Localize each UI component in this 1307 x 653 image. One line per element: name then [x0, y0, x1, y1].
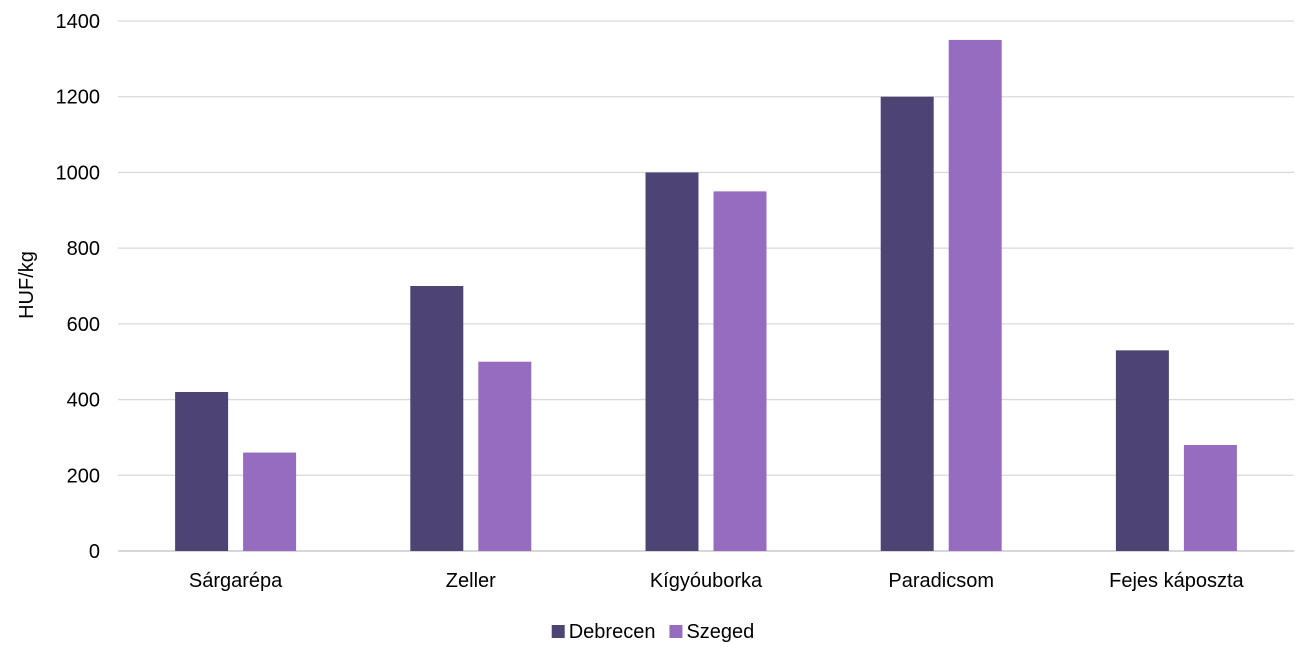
y-tick-label: 200 — [67, 465, 100, 487]
y-tick-label: 600 — [67, 314, 100, 336]
bar-debrecen-0 — [175, 392, 229, 551]
bar-szeged-1 — [478, 361, 532, 551]
bar-szeged-3 — [948, 39, 1002, 552]
legend-swatch-szeged — [669, 625, 683, 638]
y-tick-label: 0 — [89, 541, 100, 563]
legend-swatch-debrecen — [551, 625, 565, 638]
bar-szeged-4 — [1183, 445, 1237, 551]
legend: Debrecen Szeged — [551, 621, 754, 643]
x-category-label: Sárgarépa — [189, 570, 283, 592]
x-axis-category-labels: Sárgarépa Zeller Kígyóuborka Paradicsom Feje… — [189, 570, 1245, 592]
y-tick-label: 400 — [67, 390, 100, 412]
x-category-label: Kígyóuborka — [650, 570, 763, 592]
y-tick-label: 1200 — [56, 87, 101, 109]
bar-szeged-0 — [243, 452, 297, 551]
bar-debrecen-4 — [1115, 350, 1169, 551]
y-tick-label: 800 — [67, 238, 100, 260]
x-category-label: Zeller — [446, 570, 496, 592]
legend-label-szeged: Szeged — [686, 621, 754, 643]
y-tick-label: 1400 — [56, 11, 101, 33]
y-axis-ticks: 0 200 400 600 800 1000 1200 1400 — [56, 11, 101, 563]
legend-label-debrecen: Debrecen — [569, 621, 656, 643]
bars — [175, 39, 1237, 552]
bar-debrecen-3 — [880, 96, 934, 551]
bar-debrecen-2 — [645, 172, 699, 551]
bar-debrecen-1 — [410, 286, 464, 551]
y-axis-title: HUF/kg — [16, 251, 38, 319]
bar-szeged-2 — [713, 191, 767, 551]
gridlines — [118, 20, 1294, 552]
x-category-label: Fejes káposzta — [1109, 570, 1244, 592]
x-category-label: Paradicsom — [888, 570, 994, 592]
y-tick-label: 1000 — [56, 162, 101, 184]
